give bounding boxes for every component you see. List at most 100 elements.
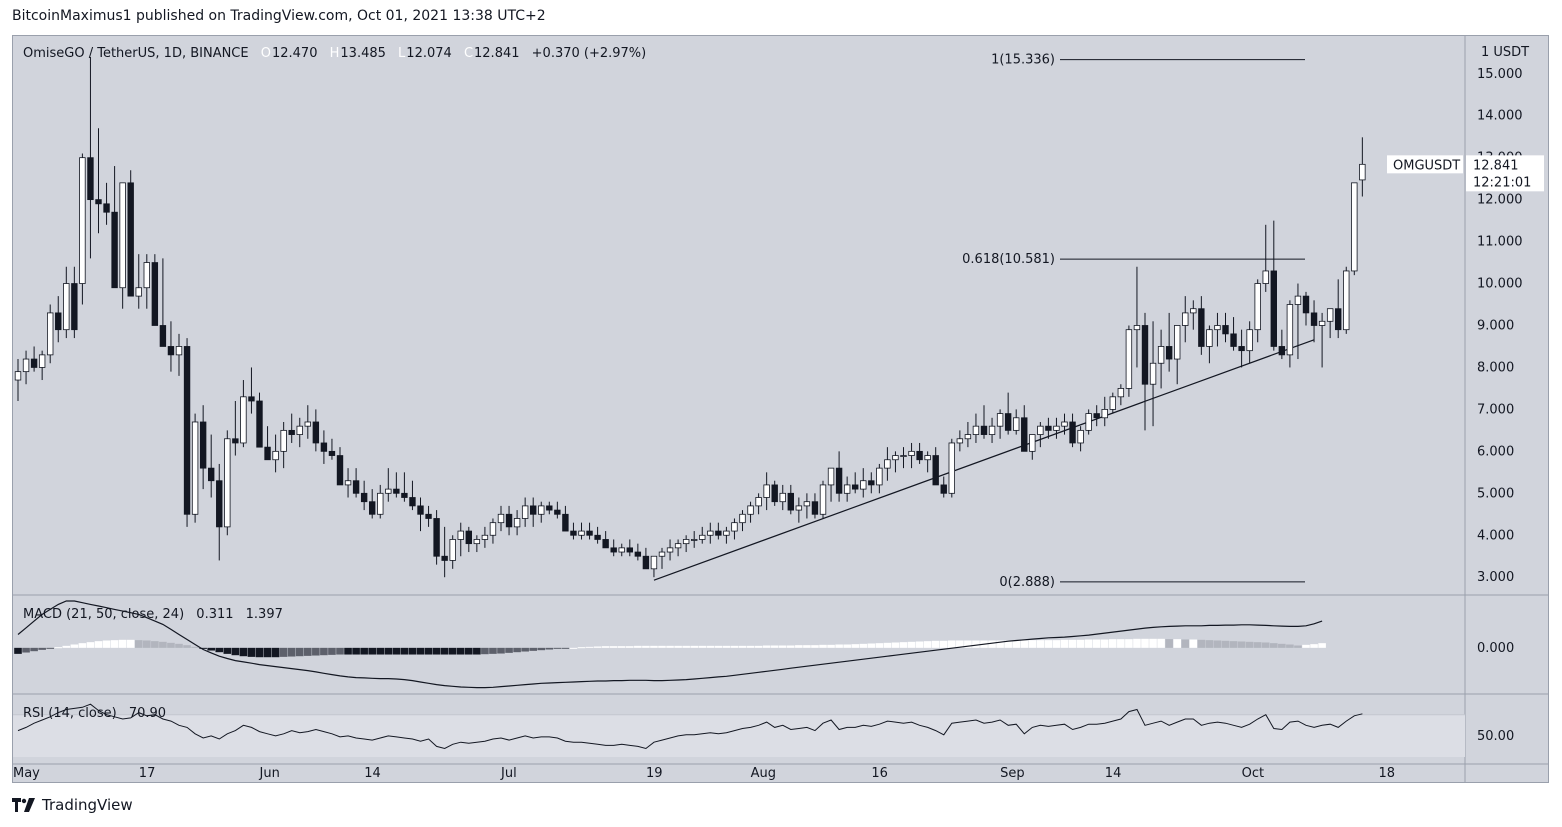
candle-body [368,501,376,515]
macd-histogram-bar [1100,639,1109,648]
price-tag-symbol: OMGUSDT [1393,158,1460,173]
macd-histogram-bar [867,643,876,648]
macd-histogram-bar [489,647,497,654]
y-tick-label: 15.000 [1477,67,1523,82]
macd-histogram-bar [247,647,256,657]
macd-histogram-bar [46,647,54,649]
candle-body [803,501,811,507]
macd-histogram-bar [948,640,956,648]
candle-body [876,467,883,486]
macd-histogram-bar [1141,638,1149,648]
candle-body [167,346,175,356]
footer-brand[interactable]: TradingView [12,796,133,814]
macd-histogram-bar [931,640,940,648]
macd-histogram-bar [271,647,280,658]
rsi-label: RSI (14, close) [23,706,117,721]
x-tick-label: 19 [646,766,663,781]
macd-histogram-bar [634,645,642,648]
macd-histogram-bar [497,647,505,654]
candle-body [948,442,955,494]
candle-body [1270,270,1277,347]
candle-body [377,492,384,515]
x-tick-label: Jul [500,766,517,781]
macd-histogram-bar [199,647,207,649]
macd-histogram-bar [336,647,344,655]
macd-histogram-bar [191,646,199,648]
candle-body [1278,346,1286,356]
macd-histogram-bar [1270,643,1278,648]
macd-histogram-bar [424,647,433,655]
macd-histogram-bar [143,640,151,648]
candle-body [1165,346,1173,360]
candle-body [1182,312,1189,326]
candle-body [296,425,303,435]
macd-histogram-bar [819,644,827,648]
macd-histogram-bar [94,641,103,648]
candle-body [642,555,650,570]
candle-body [1262,270,1269,284]
y-tick-label: 6.000 [1477,444,1514,459]
macd-histogram-bar [344,647,352,655]
y-tick-label: 10.000 [1477,277,1523,292]
candle-body [538,505,545,515]
candle-body [586,530,593,536]
candle-body [787,492,794,511]
macd-histogram-bar [939,640,948,648]
macd-value-1: 0.311 [196,607,234,622]
candle-body [1037,425,1044,435]
candle-body [1174,325,1181,360]
macd-histogram-bar [1278,643,1286,648]
candle-body [1117,388,1125,398]
open-value: 12.470 [271,46,318,61]
price-tag: OMGUSDT 12.841 12:21:01 [1387,155,1544,192]
macd-histogram-bar [78,643,87,648]
macd-histogram-bar [1076,639,1085,648]
low-value: 12.074 [406,46,452,61]
candle-body [497,513,505,524]
macd-histogram-bar [537,647,546,651]
candle-body [666,547,674,553]
candle-body [151,262,159,326]
candle-body [908,450,915,456]
x-tick-label: 16 [871,766,888,781]
candle-body [183,346,191,515]
candle-body [707,530,714,536]
macd-histogram-bar [964,640,972,648]
candle-body [715,530,722,536]
candle-body [1069,421,1076,444]
macd-histogram-bar [915,641,924,648]
candle-body [1045,425,1052,431]
publisher-line: BitcoinMaximus1 published on TradingView… [12,8,546,24]
macd-histogram-bar [585,646,594,648]
candle-body [127,182,134,297]
macd-histogram-bar [714,645,723,648]
candle-body [1310,312,1318,326]
candle-body [868,480,875,486]
candle-body [1230,333,1237,347]
macd-histogram-bar [1221,640,1230,648]
macd-histogram-bar [215,647,224,653]
candle-body [634,551,642,557]
candle-body [1085,413,1092,431]
macd-histogram-bar [304,647,312,656]
macd-histogram-bar [617,646,626,648]
macd-histogram-bar [1012,640,1020,648]
chart-frame[interactable]: 1 USDT15.00014.00013.00012.00011.00010.0… [12,35,1549,783]
candle-body [1326,308,1334,322]
candle-body [956,438,964,444]
candle-body [1029,434,1036,452]
chart-canvas[interactable]: 1 USDT15.00014.00013.00012.00011.00010.0… [13,36,1549,783]
candle-body [739,513,746,524]
candle-body [1190,308,1197,314]
candle-body [1302,295,1310,314]
macd-histogram-bar [102,640,111,648]
candle-body [457,530,464,540]
candle-body [38,354,46,368]
price-tag-countdown: 12:21:01 [1473,175,1531,190]
change-value: +0.370 (+2.97%) [531,46,647,61]
candle-body [731,522,738,532]
macd-histogram-bar [368,647,376,655]
candle-body [1021,417,1028,452]
candle-body [1254,283,1261,331]
macd-histogram-bar [1213,640,1222,648]
